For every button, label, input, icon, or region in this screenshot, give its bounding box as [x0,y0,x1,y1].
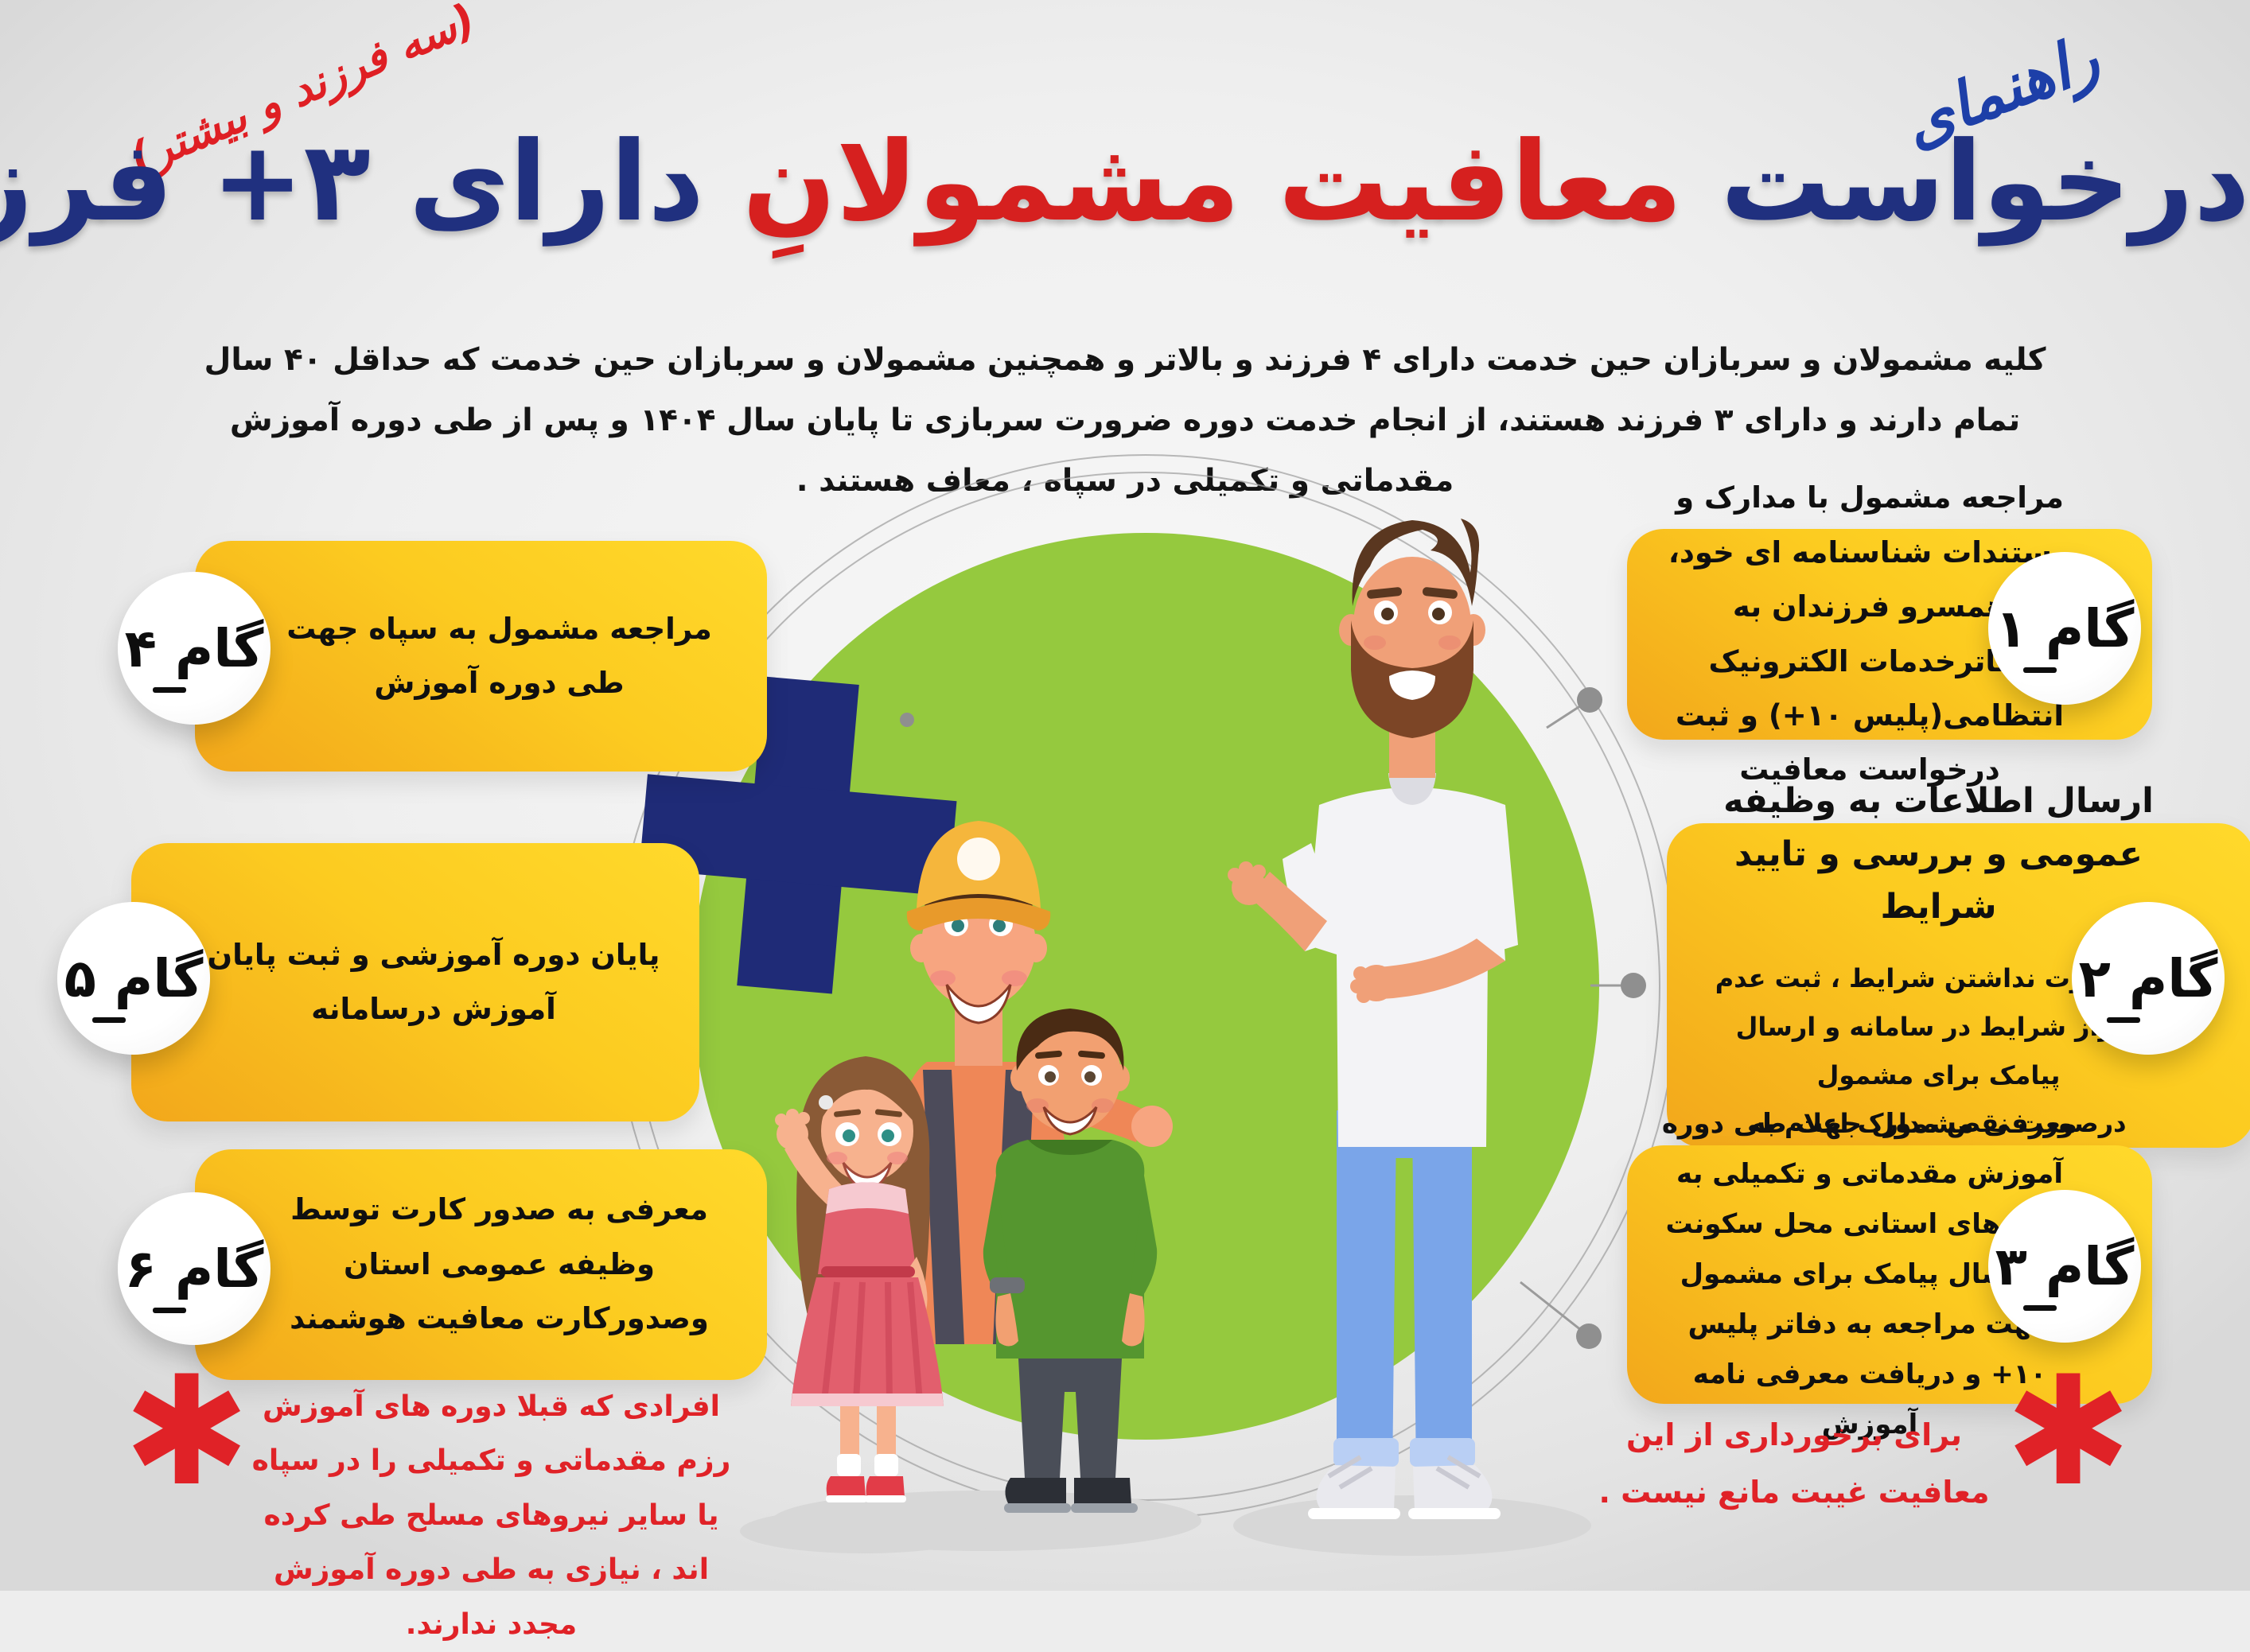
step-2-label: گام ۲ [2078,947,2218,1009]
little-girl [775,1056,944,1502]
step-box-6: معرفی به صدور کارت توسط وظیفه عمومی استا… [195,1149,767,1380]
step-5-label: گام ۵ [64,947,204,1009]
step-5-badge: گام ۵ [57,902,210,1055]
plus-icon [639,676,957,994]
step-6-underline [153,1308,186,1313]
step-4-label: گام ۴ [124,617,264,679]
step-2-underline [2107,1017,2140,1023]
step-4-underline [153,687,186,693]
note-right: برای برخورداری از این معافیت غیبت مانع ن… [1598,1417,1990,1510]
step-2-badge: گام ۲ [2072,902,2225,1055]
step-3-label: گام ۳ [1995,1235,2135,1297]
step-box-4: مراجعه مشمول به سپاه جهت طی دوره آموزش [195,541,767,772]
step-6-label: گام ۶ [124,1238,264,1300]
step-3-underline [2023,1305,2057,1311]
step-3-badge: گام ۳ [1988,1190,2141,1343]
title-part-children: دارای ۳+ فرزند [0,118,706,246]
step-1-label: گام ۱ [1995,597,2135,659]
step-1-underline [2023,667,2057,673]
title-part-request: درخواست [1720,118,2250,246]
young-boy [983,1009,1158,1513]
step-4-badge: گام ۴ [118,572,271,725]
father [1228,519,1518,1519]
page-title: درخواست معافیت مشمولانِ دارای ۳+ فرزند [0,118,2250,246]
asterisk-icon: ✱ [123,1343,251,1519]
title-part-exemption: معافیت مشمولانِ [704,118,1721,246]
step-4-text: مراجعه مشمول به سپاه جهت طی دوره آموزش [286,611,712,700]
step-1-badge: گام ۱ [1988,552,2141,705]
note-left: افرادی که قبلا دوره های آموزش رزم مقدمات… [251,1390,731,1641]
step-2-title: ارسال اطلاعات به وظیفه عمومی و بررسی و ت… [1723,781,2154,927]
step-5-text: پایان دوره آموزشی و ثبت پایان آموزش درسا… [207,937,660,1026]
step-box-5: پایان دوره آموزشی و ثبت پایان آموزش درسا… [131,843,699,1121]
step-6-text: معرفی به صدور کارت توسط وظیفه عمومی استا… [290,1192,709,1336]
step-6-badge: گام ۶ [118,1192,271,1345]
step-5-underline [92,1017,126,1023]
step-1-text: مراجعه مشمول با مدارک و مستندات شناسنامه… [1668,480,2072,787]
family-illustration [613,454,1678,1556]
step-2-body1: در صورت نداشتن شرایط ، ثبت عدم احراز شرا… [1715,962,2162,1090]
asterisk-icon-right: ✱ [2005,1343,2132,1519]
